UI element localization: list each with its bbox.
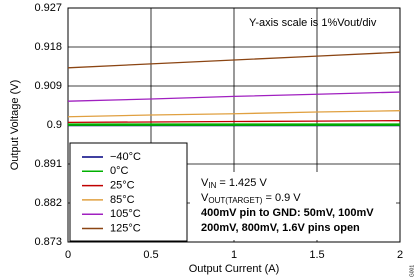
y-tick-label: 0.891 — [34, 158, 62, 170]
data-line — [67, 110, 401, 118]
note-bold: 400mV pin to GND: 50mV, 100mV — [201, 207, 374, 219]
note-sub: OUT(TARGET) — [208, 196, 262, 205]
note-background — [190, 172, 396, 240]
x-tick-label: 1.5 — [309, 249, 324, 261]
x-tick-label: 1 — [231, 249, 237, 261]
x-tick-label: 0.5 — [143, 249, 158, 261]
y-axis-label: Output Voltage (V) — [9, 80, 21, 171]
data-line — [67, 120, 401, 124]
legend-label: 25°C — [110, 180, 135, 192]
note-sub: IN — [208, 181, 216, 190]
x-tick-label: 2 — [397, 249, 403, 261]
note-bold: 200mV, 800mV, 1.6V pins open — [201, 222, 360, 234]
legend-label: 85°C — [110, 194, 135, 206]
y-tick-label: 0.9 — [47, 119, 62, 131]
y-tick-label: 0.882 — [34, 197, 62, 209]
note-rest: = 1.425 V — [216, 177, 267, 189]
note-base: V — [201, 192, 209, 204]
y-tick-label: 0.918 — [34, 41, 62, 53]
legend-box — [69, 142, 188, 242]
scale-note: Y-axis scale is 1%Vout/div — [249, 17, 377, 29]
legend-label: −40°C — [110, 151, 141, 163]
note-text: VOUT(TARGET) = 0.9 V — [201, 192, 301, 205]
data-line — [67, 91, 401, 102]
x-tick-label: 0 — [65, 249, 71, 261]
note-rest: = 0.9 V — [262, 192, 301, 204]
data-line — [67, 51, 401, 69]
legend-label: 105°C — [110, 208, 141, 220]
note-text: VIN = 1.425 V — [201, 177, 267, 190]
legend-label: 0°C — [110, 165, 129, 177]
y-tick-label: 0.873 — [34, 236, 62, 248]
y-tick-label: 0.927 — [34, 2, 62, 14]
y-tick-label: 0.909 — [34, 80, 62, 92]
legend-label: 125°C — [110, 222, 141, 234]
figure-id: G001 — [409, 265, 415, 277]
note-base: V — [201, 177, 209, 189]
x-axis-label: Output Current (A) — [189, 263, 279, 275]
